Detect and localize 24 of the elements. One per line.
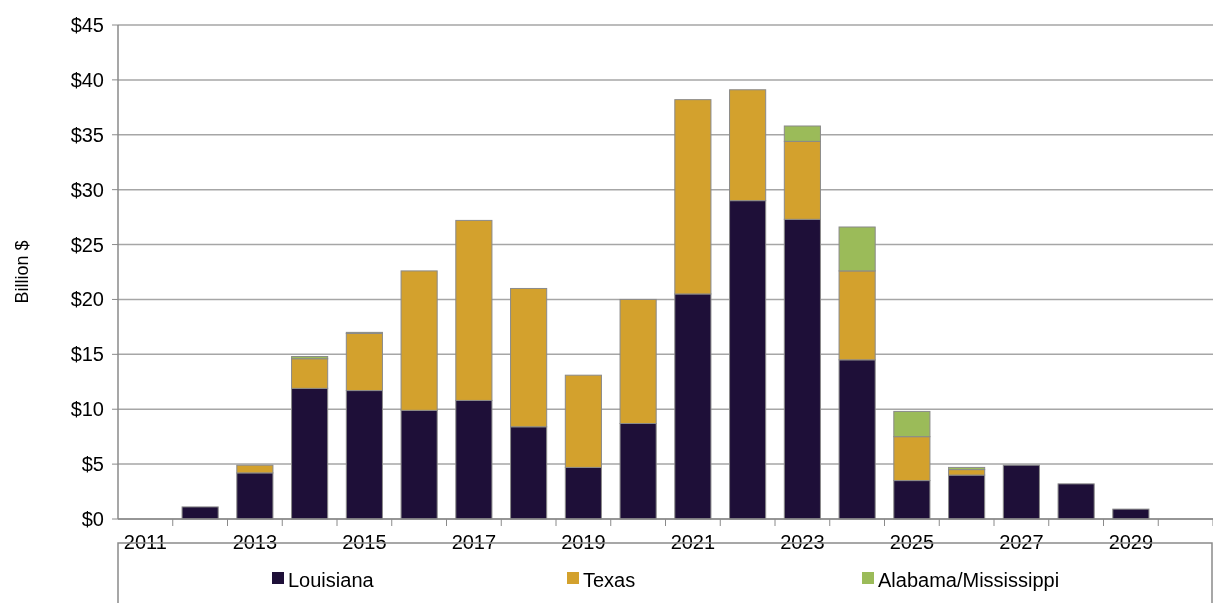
y-tick-label: $20 xyxy=(70,288,104,311)
y-tick-label: $30 xyxy=(70,178,104,201)
y-tick-label: $5 xyxy=(81,453,104,476)
x-tick-label: 2019 xyxy=(561,531,606,553)
y-tick-label: $45 xyxy=(70,14,104,36)
x-tick-label: 2027 xyxy=(999,531,1044,553)
x-tick-label: 2015 xyxy=(342,531,387,553)
y-tick-label: $25 xyxy=(70,233,104,256)
legend-label: Texas xyxy=(583,569,636,591)
legend-label: Louisiana xyxy=(288,569,375,591)
x-tick-label: 2021 xyxy=(670,531,716,553)
y-tick-label: $35 xyxy=(70,123,104,146)
legend-label: Alabama/Mississippi xyxy=(878,569,1060,591)
x-tick-label: 2029 xyxy=(1108,531,1154,553)
x-tick-label: 2017 xyxy=(451,531,497,553)
y-tick-label: $0 xyxy=(81,508,104,530)
x-tick-label: 2011 xyxy=(123,531,167,553)
y-tick-label: $40 xyxy=(70,68,104,91)
x-tick-label: 2013 xyxy=(232,531,278,553)
x-tick-label: 2025 xyxy=(889,531,935,553)
y-tick-label: $15 xyxy=(70,343,104,366)
y-tick-label: $10 xyxy=(70,398,104,421)
x-tick-label: 2023 xyxy=(780,531,825,553)
y-axis-title: Billion $ xyxy=(12,240,32,304)
